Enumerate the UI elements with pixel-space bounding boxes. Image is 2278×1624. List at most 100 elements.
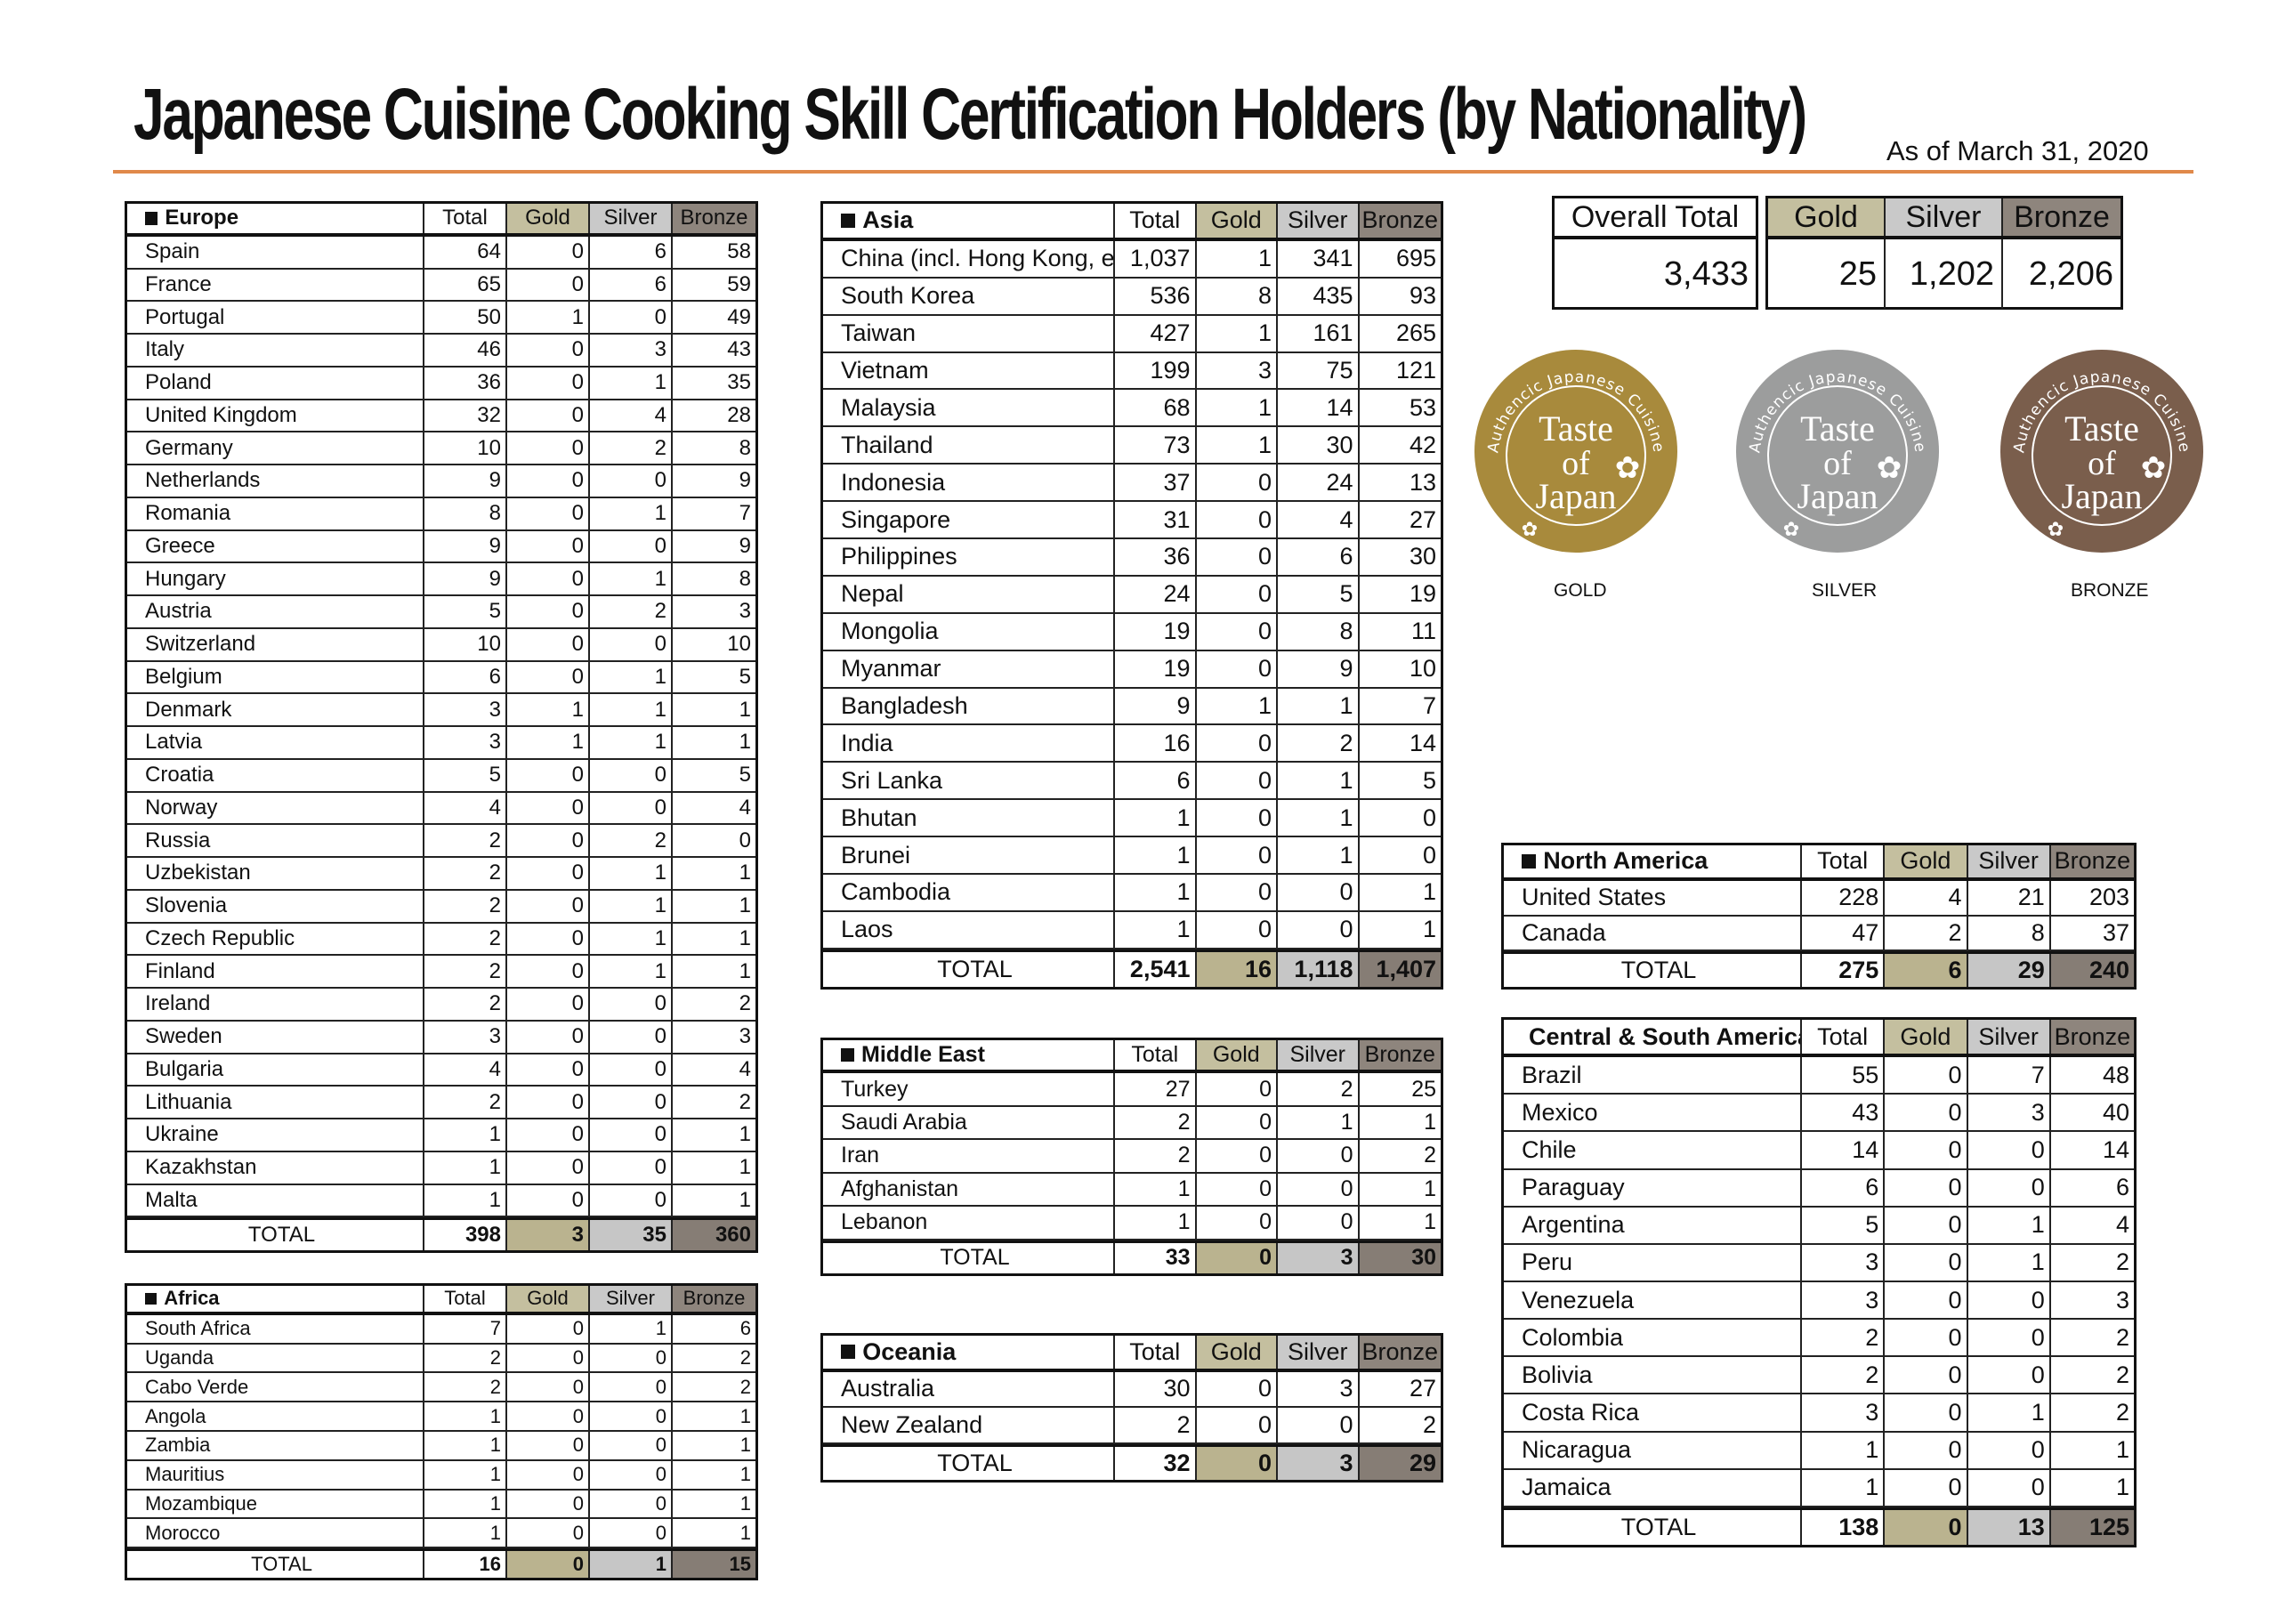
cell-total: 1 xyxy=(424,1402,507,1430)
cell-total: 5 xyxy=(424,759,507,791)
country-name: Mexico xyxy=(1504,1095,1802,1131)
country-name: Russia xyxy=(127,825,424,856)
overall-total-label: Overall Total xyxy=(1571,199,1740,234)
cell-bronze: 9 xyxy=(739,468,751,493)
cell-silver: 0 xyxy=(1968,1132,2051,1168)
overall-total-box: Overall Total 3,433 xyxy=(1552,196,1758,310)
cell-gold: 0 xyxy=(507,1431,590,1459)
cell-silver: 1 xyxy=(590,923,673,955)
svg-text:of: of xyxy=(1823,445,1852,482)
cell-gold: 0 xyxy=(507,923,590,955)
total-total: 32 xyxy=(1115,1446,1197,1480)
country-name: Jamaica xyxy=(1504,1469,1802,1506)
table-row: Ukraine 1 0 0 1 xyxy=(127,1119,755,1152)
cell-bronze: 1 xyxy=(739,860,751,885)
taste-of-japan-gold-logo: Authencic Japanese Cuisine Taste of Japa… xyxy=(1469,344,1683,558)
cell-silver: 0 xyxy=(1278,911,1360,948)
cell-silver: 14 xyxy=(1278,390,1360,426)
table-row: Costa Rica 3 0 1 2 xyxy=(1504,1394,2134,1433)
table-north-america: North America Total Gold Silver Bronze United… xyxy=(1501,843,2137,990)
country-name: Costa Rica xyxy=(1504,1394,1802,1431)
total-label: TOTAL xyxy=(823,1446,1115,1480)
cell-total: 10 xyxy=(424,628,507,660)
cell-gold: 0 xyxy=(1885,1432,1968,1468)
country-name: Lebanon xyxy=(823,1207,1115,1239)
cell-total: 43 xyxy=(1802,1095,1886,1131)
cell-silver: 2 xyxy=(590,596,673,627)
country-name: Germany xyxy=(127,432,424,464)
cell-silver: 341 xyxy=(1278,240,1360,277)
cell-total: 6 xyxy=(424,661,507,693)
country-name: Philippines xyxy=(823,539,1115,575)
cell-total: 2 xyxy=(424,825,507,856)
table-header: Africa Total Gold Silver Bronze xyxy=(127,1286,755,1315)
column-header-gold: Gold xyxy=(1885,845,1968,877)
cell-bronze: 2 xyxy=(2115,1248,2129,1276)
cell-gold: 0 xyxy=(507,400,590,432)
column-header-gold: Gold xyxy=(1196,204,1278,238)
table-row: Spain 64 0 6 58 xyxy=(127,236,755,270)
total-bronze: 1,407 xyxy=(1359,951,1441,987)
cell-silver: 0 xyxy=(590,1373,673,1402)
cell-bronze: 7 xyxy=(739,501,751,526)
table-row: India 16 0 2 14 xyxy=(823,725,1441,764)
total-row: TOTAL 2,541 16 1,118 1,407 xyxy=(823,949,1441,987)
table-row: Uganda 2 0 0 2 xyxy=(127,1344,755,1374)
cell-gold: 1 xyxy=(1197,240,1278,277)
total-gold: 0 xyxy=(1196,1242,1278,1273)
cell-bronze: 2 xyxy=(2115,1361,2129,1388)
total-row: TOTAL 275 6 29 240 xyxy=(1504,951,2134,987)
country-name: Singapore xyxy=(823,502,1115,538)
cell-silver: 0 xyxy=(590,1344,673,1372)
cell-silver: 0 xyxy=(590,1490,673,1518)
cell-gold: 0 xyxy=(507,1344,590,1372)
cell-total: 27 xyxy=(1115,1073,1197,1105)
table-row: Taiwan 427 1 161 265 xyxy=(823,315,1441,353)
cell-silver: 3 xyxy=(1278,1371,1360,1406)
cell-total: 7 xyxy=(424,1314,507,1343)
table-row: Zambia 1 0 0 1 xyxy=(127,1431,755,1461)
cell-gold: 1 xyxy=(1197,688,1278,724)
country-name: United Kingdom xyxy=(127,400,424,432)
cell-bronze: 1 xyxy=(739,958,751,983)
cell-gold: 4 xyxy=(1885,880,1968,915)
column-header-bronze: Bronze xyxy=(2050,1020,2134,1054)
table-row: Switzerland 10 0 0 10 xyxy=(127,628,755,662)
svg-text:✿: ✿ xyxy=(2141,451,2167,485)
table-row: Denmark 3 1 1 1 xyxy=(127,694,755,727)
country-name: Malaysia xyxy=(823,390,1115,426)
cell-total: 6 xyxy=(1115,763,1197,799)
total-total: 33 xyxy=(1115,1242,1197,1273)
cell-bronze: 19 xyxy=(1409,580,1436,608)
cell-total: 9 xyxy=(424,530,507,562)
total-gold: 3 xyxy=(507,1220,590,1250)
country-name: Malta xyxy=(127,1184,424,1216)
overall-total-value: 3,433 xyxy=(1663,255,1749,293)
total-label: TOTAL xyxy=(1504,954,1802,987)
region-title: Middle East xyxy=(861,1042,985,1068)
cell-bronze: 13 xyxy=(1409,468,1436,496)
cell-gold: 0 xyxy=(1197,875,1278,910)
table-row: Philippines 36 0 6 30 xyxy=(823,539,1441,577)
square-bullet-icon xyxy=(841,1345,856,1360)
table-row: Germany 10 0 2 8 xyxy=(127,432,755,465)
cell-total: 14 xyxy=(1802,1132,1886,1168)
country-name: Canada xyxy=(1504,916,1802,950)
cell-total: 1 xyxy=(1115,1173,1197,1206)
cell-bronze: 30 xyxy=(1409,543,1436,570)
total-silver: 13 xyxy=(1967,1509,2051,1545)
country-name: India xyxy=(823,725,1115,762)
column-header-bronze: Bronze xyxy=(673,1286,755,1312)
cell-total: 24 xyxy=(1115,576,1197,612)
cell-bronze: 14 xyxy=(2102,1135,2129,1163)
cell-silver: 0 xyxy=(590,1431,673,1459)
cell-silver: 161 xyxy=(1278,315,1360,351)
total-total: 16 xyxy=(424,1551,507,1578)
cell-bronze: 10 xyxy=(727,632,751,657)
total-row: TOTAL 33 0 3 30 xyxy=(823,1240,1441,1273)
total-total: 2,541 xyxy=(1115,951,1197,987)
table-row: Peru 3 0 1 2 xyxy=(1504,1244,2134,1282)
cell-gold: 0 xyxy=(507,792,590,824)
total-silver: 1,118 xyxy=(1278,951,1360,987)
total-label: TOTAL xyxy=(823,1242,1115,1273)
